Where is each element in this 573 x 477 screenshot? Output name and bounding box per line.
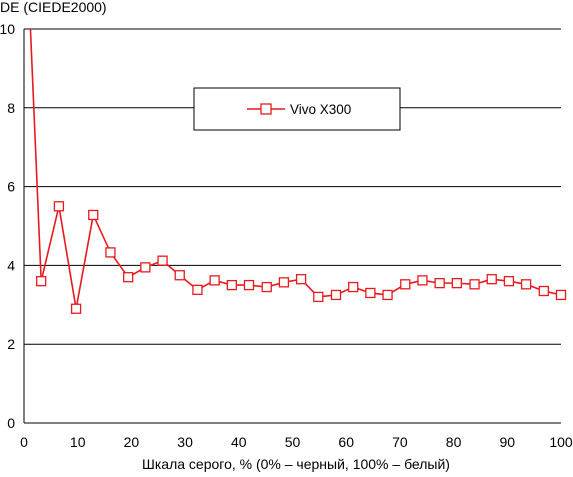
data-point xyxy=(313,291,324,303)
grid xyxy=(24,28,561,345)
data-point xyxy=(140,262,151,273)
legend-box xyxy=(193,87,401,131)
data-point xyxy=(174,270,185,281)
data-point xyxy=(434,277,445,289)
series-line xyxy=(40,206,562,309)
x-tick-label: 90 xyxy=(500,434,516,450)
data-point xyxy=(243,279,255,291)
legend: Vivo X300 xyxy=(193,87,401,131)
data-point xyxy=(105,247,116,258)
data-point xyxy=(36,276,47,287)
x-tick-label: 20 xyxy=(124,434,140,450)
axes xyxy=(23,29,561,424)
x-tick-label: 60 xyxy=(338,434,354,450)
data-point xyxy=(503,276,515,287)
data-point xyxy=(261,281,272,293)
data-point xyxy=(123,272,134,283)
series-lead-in xyxy=(29,28,42,282)
data-point xyxy=(53,201,65,212)
legend-label: Vivo X300 xyxy=(290,102,351,117)
x-tick-label: 10 xyxy=(70,434,86,450)
y-tick-label: 6 xyxy=(7,179,15,195)
series-vivo-x300 xyxy=(29,28,567,314)
data-point xyxy=(451,277,462,289)
y-tick-label: 8 xyxy=(7,100,15,116)
legend-marker xyxy=(260,103,272,115)
data-point xyxy=(70,303,82,314)
x-tick-label: 50 xyxy=(285,434,301,450)
y-tick-label: 10 xyxy=(0,21,15,37)
y-tick-labels: 0 2 4 6 8 10 xyxy=(0,21,15,431)
y-axis-label: DE (CIEDE2000) xyxy=(0,0,107,15)
data-point xyxy=(365,287,376,299)
data-point xyxy=(226,279,237,291)
y-tick-label: 0 xyxy=(7,415,15,431)
data-point xyxy=(417,275,428,286)
data-point xyxy=(209,275,220,286)
data-point xyxy=(295,274,307,285)
data-point xyxy=(278,277,290,288)
x-tick-label: 40 xyxy=(231,434,247,450)
data-point xyxy=(330,289,342,301)
x-tick-labels: 0 10 20 30 40 50 60 70 80 90 100 xyxy=(20,434,573,450)
data-point xyxy=(400,279,411,290)
y-tick-label: 4 xyxy=(7,257,15,273)
data-point xyxy=(486,274,497,285)
x-tick-label: 80 xyxy=(446,434,462,450)
x-axis-label: Шкала серого, % (0% – черный, 100% – бел… xyxy=(142,456,450,472)
data-point xyxy=(157,255,168,266)
x-tick-label: 30 xyxy=(177,434,193,450)
data-point xyxy=(520,279,532,290)
data-point xyxy=(192,284,203,295)
x-tick-label: 70 xyxy=(392,434,408,450)
data-point xyxy=(538,285,549,297)
data-point xyxy=(88,209,99,221)
data-point xyxy=(555,289,567,301)
data-point xyxy=(348,281,359,293)
data-point xyxy=(469,279,480,290)
x-tick-label: 100 xyxy=(549,434,573,450)
data-point xyxy=(382,289,393,301)
x-tick-label: 0 xyxy=(20,434,28,450)
y-tick-label: 2 xyxy=(7,336,15,352)
